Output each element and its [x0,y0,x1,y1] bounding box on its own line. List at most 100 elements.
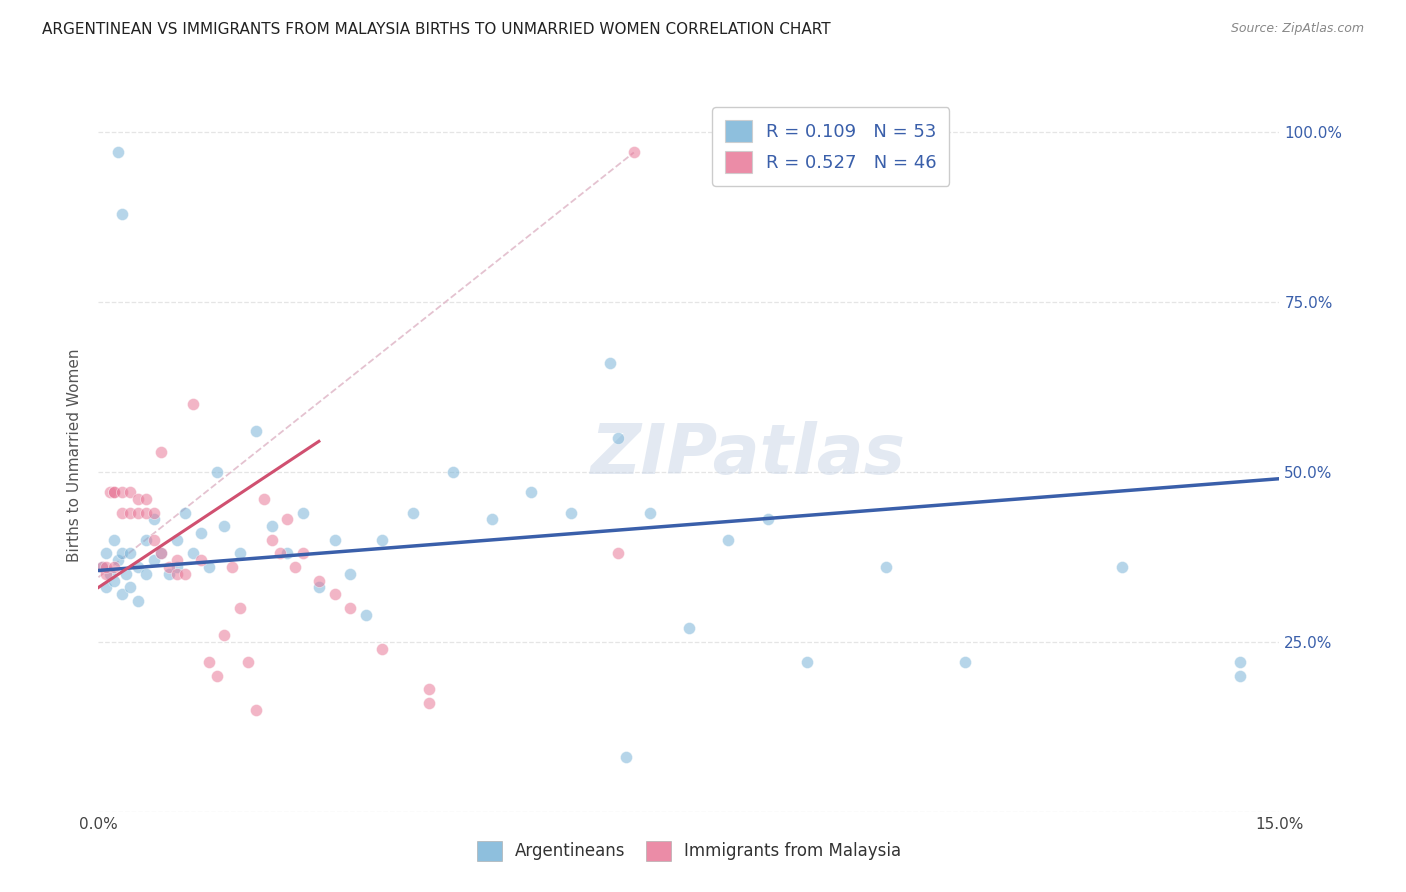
Point [107,553,129,567]
Point [756,512,779,526]
Point [229,600,252,615]
Point [127,560,149,574]
Point [118,546,141,560]
Point [560,506,582,520]
Point [181,546,204,560]
Point [91,560,114,574]
Point [371,641,394,656]
Point [276,546,298,560]
Point [638,506,661,520]
Point [796,655,818,669]
Text: Source: ZipAtlas.com: Source: ZipAtlas.com [1230,22,1364,36]
Point [607,431,630,445]
Point [371,533,394,547]
Point [103,533,125,547]
Point [111,506,134,520]
Point [236,655,259,669]
Point [150,444,173,458]
Point [441,465,464,479]
Point [98,485,121,500]
Point [481,512,503,526]
Point [614,750,637,764]
Point [875,560,897,574]
Point [107,145,129,160]
Point [623,145,645,160]
Point [166,560,188,574]
Point [118,506,141,520]
Point [135,533,157,547]
Point [260,519,283,533]
Point [205,465,228,479]
Point [111,587,134,601]
Point [1229,669,1251,683]
Point [190,553,212,567]
Point [142,553,165,567]
Point [118,581,141,595]
Point [166,533,188,547]
Point [181,397,204,411]
Point [166,553,188,567]
Point [953,655,976,669]
Point [111,485,134,500]
Point [96,560,118,574]
Point [245,703,267,717]
Legend: Argentineans, Immigrants from Malaysia: Argentineans, Immigrants from Malaysia [470,834,908,868]
Point [135,506,157,520]
Point [103,485,125,500]
Point [214,628,236,642]
Point [197,655,219,669]
Point [174,566,197,581]
Y-axis label: Births to Unmarried Women: Births to Unmarried Women [67,348,83,562]
Point [115,566,138,581]
Point [103,560,125,574]
Point [1229,655,1251,669]
Point [339,566,361,581]
Point [174,506,197,520]
Point [135,492,157,507]
Text: ZIPatlas: ZIPatlas [591,421,905,489]
Point [323,533,346,547]
Point [292,546,315,560]
Point [91,560,114,574]
Point [103,485,125,500]
Point [418,696,440,710]
Point [678,621,700,635]
Point [323,587,346,601]
Point [96,581,118,595]
Point [245,424,267,438]
Point [150,546,173,560]
Point [127,492,149,507]
Point [118,485,141,500]
Point [127,506,149,520]
Point [157,566,180,581]
Point [339,600,361,615]
Point [205,669,228,683]
Point [276,512,298,526]
Point [127,594,149,608]
Point [221,560,243,574]
Point [96,546,118,560]
Point [260,533,283,547]
Point [354,607,377,622]
Point [135,566,157,581]
Point [599,356,621,370]
Point [142,533,165,547]
Point [253,492,276,507]
Point [308,574,330,588]
Point [142,506,165,520]
Point [103,574,125,588]
Point [308,581,330,595]
Point [520,485,543,500]
Point [190,526,212,541]
Text: ARGENTINEAN VS IMMIGRANTS FROM MALAYSIA BIRTHS TO UNMARRIED WOMEN CORRELATION CH: ARGENTINEAN VS IMMIGRANTS FROM MALAYSIA … [42,22,831,37]
Point [98,566,121,581]
Point [402,506,425,520]
Point [96,566,118,581]
Point [197,560,219,574]
Point [229,546,252,560]
Point [284,560,307,574]
Point [214,519,236,533]
Point [292,506,315,520]
Point [150,546,173,560]
Point [607,546,630,560]
